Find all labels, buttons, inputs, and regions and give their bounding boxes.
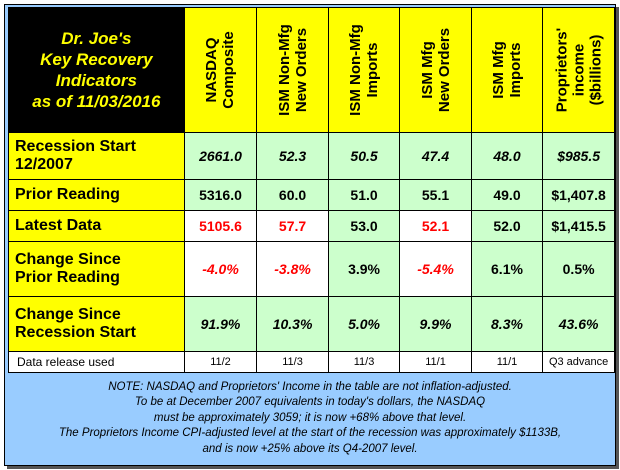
column-header-ism-nonmfg-new-orders: ISM Non-Mfg New Orders [256, 7, 329, 133]
table-cell: 0.5% [542, 241, 615, 297]
indicators-table: Dr. Joe's Key Recovery Indicators as of … [8, 7, 615, 373]
table-cell: 11/1 [399, 351, 472, 373]
row-data-release: Data release used 11/2 11/3 11/3 11/1 11… [8, 351, 615, 373]
table-cell: 51.0 [327, 179, 401, 211]
column-header-ism-nonmfg-imports: ISM Non-Mfg Imports [327, 7, 401, 133]
note-line: must be approximately 3059; it is now +6… [153, 411, 467, 424]
table-cell: $985.5 [542, 132, 615, 180]
table-cell: -3.8% [256, 241, 329, 297]
row-change-recession: Change Since Recession Start 91.9% 10.3% … [8, 296, 615, 352]
table-cell: 11/3 [256, 351, 329, 373]
note-line: and is now +25% above its Q4-2007 level. [202, 442, 418, 455]
row-label: Change Since Recession Start [8, 296, 185, 352]
table-cell: 52.1 [399, 210, 472, 242]
table-cell: 55.1 [399, 179, 472, 211]
column-header-ism-mfg-new-orders: ISM Mfg New Orders [399, 7, 472, 133]
row-label: Prior Reading [8, 179, 185, 211]
note-line: The Proprietors Income CPI-adjusted leve… [58, 427, 562, 440]
table-cell: 8.3% [470, 296, 544, 352]
table-cell: 5.0% [327, 296, 401, 352]
table-cell: 52.0 [470, 210, 544, 242]
table-cell: 2661.0 [183, 132, 258, 180]
table-cell: 11/2 [183, 351, 258, 373]
row-prior-reading: Prior Reading 5316.0 60.0 51.0 55.1 49.0… [8, 179, 615, 211]
row-label: Change Since Prior Reading [8, 241, 185, 297]
title-date: as of 11/03/2016 [32, 92, 161, 111]
table-cell: $1,407.8 [542, 179, 615, 211]
table-cell: 49.0 [470, 179, 544, 211]
table-cell: 6.1% [470, 241, 544, 297]
table-cell: 52.3 [256, 132, 329, 180]
table-cell: -5.4% [399, 241, 472, 297]
table-cell: 43.6% [542, 296, 615, 352]
row-change-prior: Change Since Prior Reading -4.0% -3.8% 3.… [8, 241, 615, 297]
indicator-panel: Dr. Joe's Key Recovery Indicators as of … [4, 4, 616, 466]
table-cell: 11/1 [470, 351, 544, 373]
footnote: NOTE: NASDAQ and Proprietors' Income in … [8, 380, 612, 457]
table-cell: 9.9% [399, 296, 472, 352]
table-cell: Q3 advance [542, 351, 615, 373]
header-row: Dr. Joe's Key Recovery Indicators as of … [8, 7, 615, 133]
table-cell: 91.9% [183, 296, 258, 352]
column-header-nasdaq: NASDAQ Composite [183, 7, 258, 133]
title-line: Indicators [55, 71, 137, 90]
note-line: To be at December 2007 equivalents in to… [134, 396, 486, 409]
row-label: Data release used [8, 351, 185, 373]
table-cell: 3.9% [327, 241, 401, 297]
table-cell: 5316.0 [183, 179, 258, 211]
row-latest-data: Latest Data 5105.6 57.7 53.0 52.1 52.0 $… [8, 210, 615, 242]
row-label: Latest Data [8, 210, 185, 242]
column-header-proprietors-income: Proprietors' income ($billions) [542, 7, 615, 133]
table-cell: 48.0 [470, 132, 544, 180]
table-cell: 53.0 [327, 210, 401, 242]
table-cell: 47.4 [399, 132, 472, 180]
table-cell: $1,415.5 [542, 210, 615, 242]
title-line: Key Recovery [40, 50, 153, 69]
table-cell: 57.7 [256, 210, 329, 242]
row-recession-start: Recession Start 12/2007 2661.0 52.3 50.5 … [8, 132, 615, 180]
table-title: Dr. Joe's Key Recovery Indicators as of … [8, 7, 185, 133]
title-line: Dr. Joe's [61, 29, 132, 48]
table-cell: 5105.6 [183, 210, 258, 242]
table-cell: 60.0 [256, 179, 329, 211]
note-line: NOTE: NASDAQ and Proprietors' Income in … [108, 381, 512, 393]
row-label: Recession Start 12/2007 [8, 132, 185, 180]
table-cell: 10.3% [256, 296, 329, 352]
table-cell: 11/3 [327, 351, 401, 373]
table-cell: 50.5 [327, 132, 401, 180]
column-header-ism-mfg-imports: ISM Mfg Imports [470, 7, 544, 133]
table-cell: -4.0% [183, 241, 258, 297]
